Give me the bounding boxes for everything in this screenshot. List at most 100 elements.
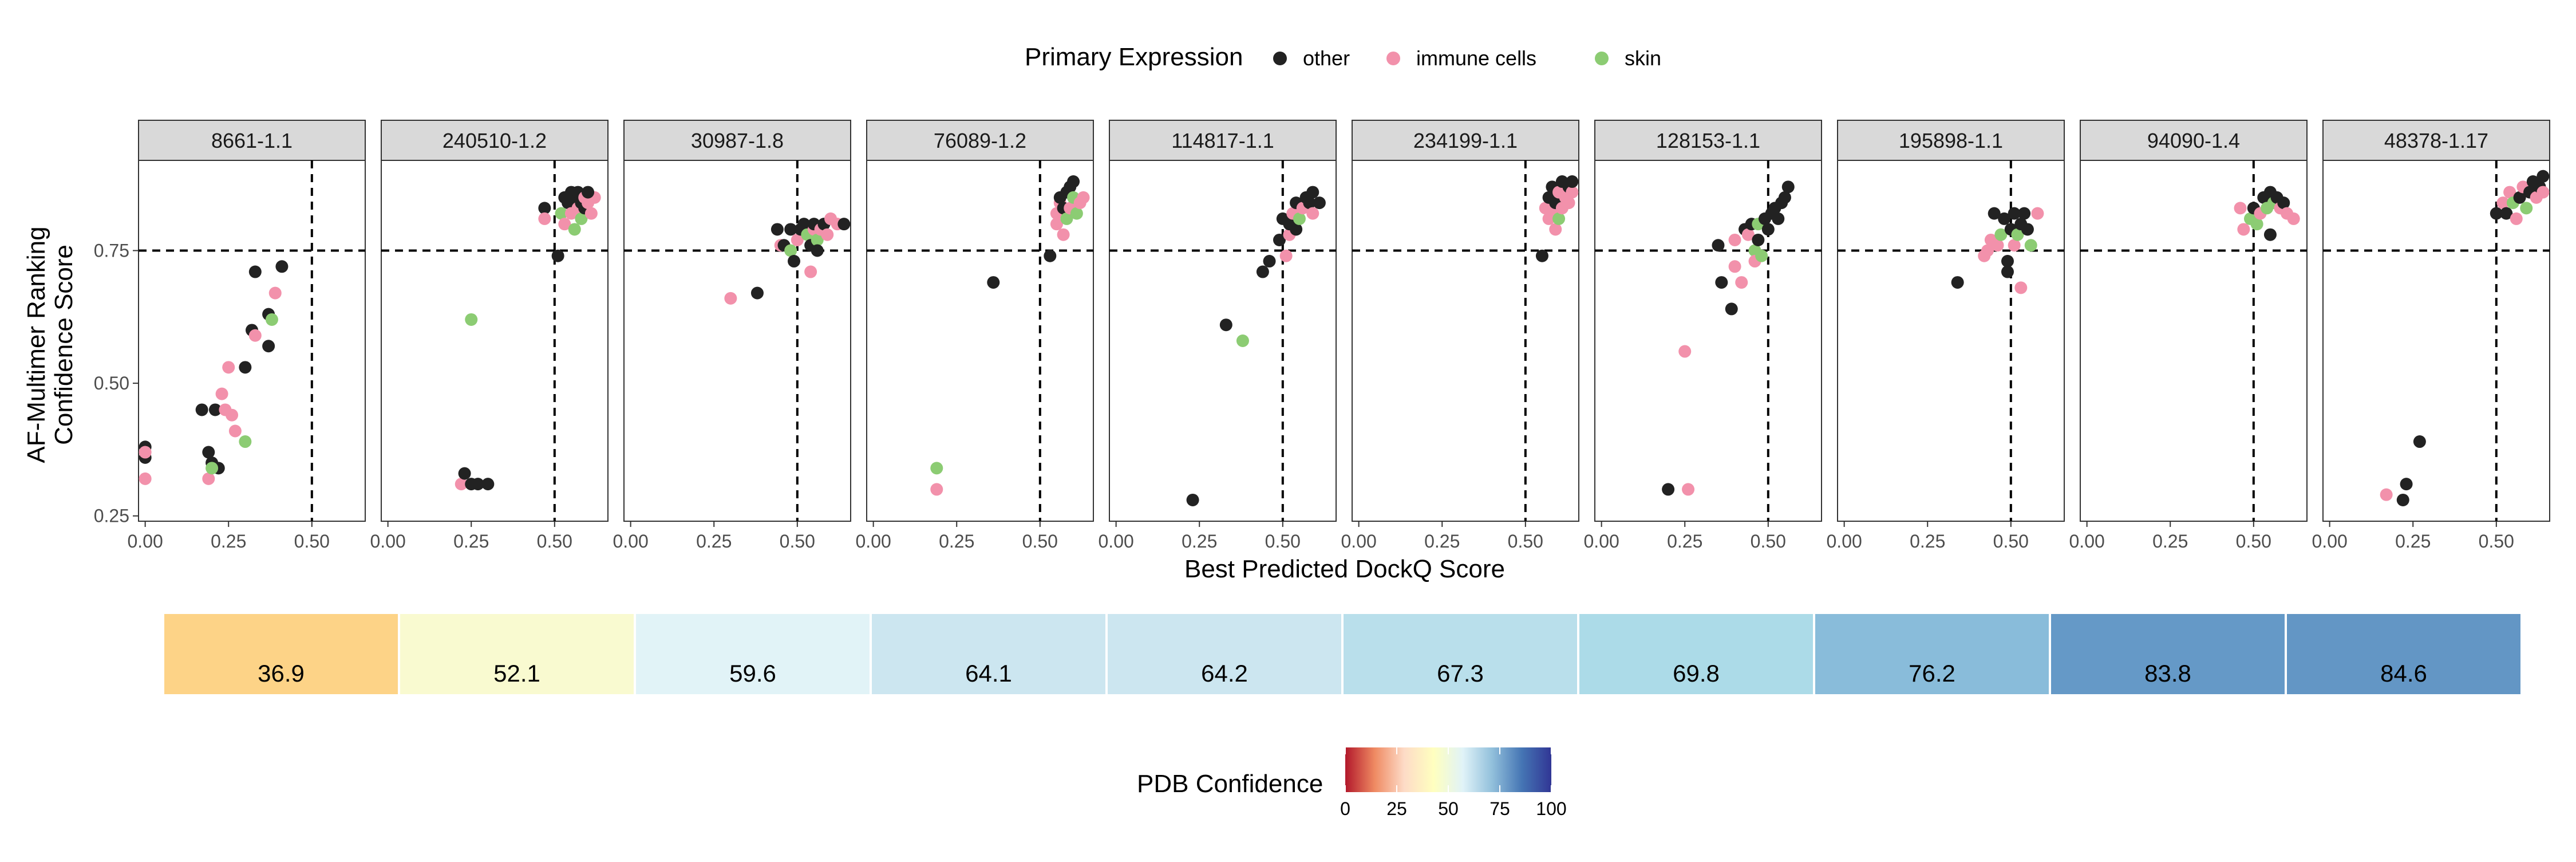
facet-strip xyxy=(138,120,366,161)
data-point xyxy=(584,207,598,220)
data-point xyxy=(275,260,289,273)
data-point xyxy=(1290,223,1303,236)
data-point xyxy=(1535,249,1548,262)
data-point xyxy=(797,218,811,231)
data-point xyxy=(930,462,943,475)
data-point xyxy=(1306,207,1319,220)
x-tick-label: 0.50 xyxy=(780,531,815,552)
data-point xyxy=(2001,255,2014,268)
data-point xyxy=(2520,202,2533,215)
legend-label-other: other xyxy=(1303,46,1350,70)
legend-items: other immune cells skin xyxy=(1273,46,1661,70)
data-point xyxy=(784,244,797,257)
pdb-confidence-value: 52.1 xyxy=(493,660,540,687)
data-point xyxy=(1715,276,1728,289)
data-point xyxy=(2250,218,2263,231)
x-tick-label: 0.25 xyxy=(2152,531,2188,552)
data-point xyxy=(262,340,275,353)
facet-strip-label: 195898-1.1 xyxy=(1899,129,2003,152)
y-tick-label: 0.50 xyxy=(94,373,129,393)
data-point xyxy=(2500,207,2513,220)
data-point xyxy=(837,218,851,231)
data-point xyxy=(538,212,551,225)
legend-title: Primary Expression xyxy=(1025,43,1243,71)
data-point xyxy=(2503,186,2516,199)
data-point xyxy=(930,483,943,496)
colorbar-gradient xyxy=(1345,747,1551,792)
x-tick-label: 0.50 xyxy=(2479,531,2514,552)
facet-panel-7: 128153-1.1 0.00 0.25 0.50 xyxy=(1584,120,1822,552)
pdb-confidence-value: 36.9 xyxy=(258,660,305,687)
data-point xyxy=(2031,207,2044,220)
data-point xyxy=(226,408,239,422)
data-point xyxy=(1725,302,1738,316)
data-point xyxy=(1741,228,1755,241)
x-tick-label: 0.25 xyxy=(211,531,246,552)
facet-panel-1: 8661-1.1 0.00 0.25 0.50 0.25 0.50 0.75 xyxy=(94,120,366,552)
pdb-confidence-value: 76.2 xyxy=(1909,660,1955,687)
facet-strip xyxy=(1594,120,1822,161)
facet-panel-10: 48378-1.17 0.00 0.25 0.50 xyxy=(2312,120,2550,552)
facet-panel-5: 114817-1.1 0.00 0.25 0.50 xyxy=(1099,120,1337,552)
data-point xyxy=(1293,212,1306,225)
data-point xyxy=(555,207,568,220)
y-axis-title-line-1: AF-Multimer Ranking xyxy=(22,226,50,463)
facet-strip xyxy=(623,120,851,161)
data-point xyxy=(1044,249,1057,262)
data-point xyxy=(1994,228,2008,241)
data-point xyxy=(1219,318,1232,332)
x-tick-label: 0.25 xyxy=(1667,531,1702,552)
facet-panel-3: 30987-1.8 0.00 0.25 0.50 xyxy=(613,120,851,552)
data-point xyxy=(1981,244,1994,257)
x-tick-label: 0.50 xyxy=(1993,531,2029,552)
panel-frame xyxy=(1352,160,1579,522)
y-tick-label: 0.25 xyxy=(94,506,129,526)
x-tick-label: 0.00 xyxy=(2312,531,2348,552)
facet-panel-6: 234199-1.1 0.00 0.25 0.50 xyxy=(1341,120,1579,552)
data-point xyxy=(811,244,824,257)
facet-strip-label: 94090-1.4 xyxy=(2147,129,2240,152)
data-point xyxy=(195,403,208,416)
colorbar-tick-label: 100 xyxy=(1536,798,1566,819)
facet-strip xyxy=(2080,120,2308,161)
pdb-confidence-value: 67.3 xyxy=(1437,660,1484,687)
data-point xyxy=(2510,212,2523,225)
pdb-confidence-value: 69.8 xyxy=(1673,660,1720,687)
data-point xyxy=(2018,207,2031,220)
x-tick-label: 0.25 xyxy=(2395,531,2431,552)
data-point xyxy=(239,361,252,374)
legend-marker-other xyxy=(1273,52,1287,65)
pdb-confidence-tile xyxy=(634,612,872,696)
data-point xyxy=(228,424,242,438)
panel-frame xyxy=(2080,160,2308,522)
pdb-confidence-value: 64.1 xyxy=(965,660,1012,687)
colorbar-title: PDB Confidence xyxy=(1137,770,1323,798)
colorbar-legend: PDB Confidence 0 25 50 75 100 xyxy=(1137,747,1567,819)
y-axis-title: AF-Multimer Ranking Confidence Score xyxy=(22,226,78,463)
data-point xyxy=(1263,255,1276,268)
data-point xyxy=(987,276,1000,289)
facet-strip-label: 234199-1.1 xyxy=(1413,129,1518,152)
data-point xyxy=(2008,207,2021,220)
data-point xyxy=(1549,223,1562,236)
panel-frame xyxy=(381,160,609,522)
data-point xyxy=(2011,228,2024,241)
pdb-confidence-tile xyxy=(1105,612,1344,696)
data-point xyxy=(771,223,784,236)
data-point xyxy=(1728,233,1741,246)
data-point xyxy=(724,292,737,305)
data-point xyxy=(821,228,834,241)
data-point xyxy=(1752,233,1765,246)
data-point xyxy=(784,223,797,236)
colorbar-tick-label: 75 xyxy=(1490,798,1510,819)
data-point xyxy=(1552,212,1566,225)
data-point xyxy=(139,472,152,485)
data-point xyxy=(551,249,564,262)
facet-panels: 8661-1.1 0.00 0.25 0.50 0.25 0.50 0.75 240510-1… xyxy=(94,120,2550,552)
data-point xyxy=(2537,186,2550,199)
pdb-confidence-tile xyxy=(2285,612,2523,696)
data-point xyxy=(208,403,222,416)
facet-strip-label: 114817-1.1 xyxy=(1171,129,1274,152)
x-tick-label: 0.25 xyxy=(453,531,489,552)
x-tick-label: 0.00 xyxy=(1341,531,1377,552)
